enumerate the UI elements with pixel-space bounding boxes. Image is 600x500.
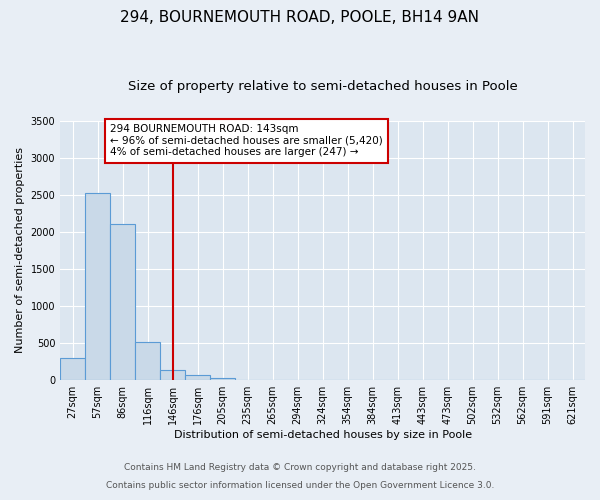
- Title: Size of property relative to semi-detached houses in Poole: Size of property relative to semi-detach…: [128, 80, 517, 93]
- Bar: [85, 194, 110, 380]
- Text: 294, BOURNEMOUTH ROAD, POOLE, BH14 9AN: 294, BOURNEMOUTH ROAD, POOLE, BH14 9AN: [121, 10, 479, 25]
- Bar: [110, 224, 135, 380]
- Bar: [160, 370, 185, 380]
- Text: 294 BOURNEMOUTH ROAD: 143sqm
← 96% of semi-detached houses are smaller (5,420)
4: 294 BOURNEMOUTH ROAD: 143sqm ← 96% of se…: [110, 124, 383, 158]
- X-axis label: Distribution of semi-detached houses by size in Poole: Distribution of semi-detached houses by …: [173, 430, 472, 440]
- Bar: [135, 342, 160, 380]
- Text: Contains public sector information licensed under the Open Government Licence 3.: Contains public sector information licen…: [106, 481, 494, 490]
- Bar: [60, 358, 85, 380]
- Bar: [185, 376, 210, 380]
- Bar: [210, 378, 235, 380]
- Y-axis label: Number of semi-detached properties: Number of semi-detached properties: [15, 148, 25, 354]
- Text: Contains HM Land Registry data © Crown copyright and database right 2025.: Contains HM Land Registry data © Crown c…: [124, 464, 476, 472]
